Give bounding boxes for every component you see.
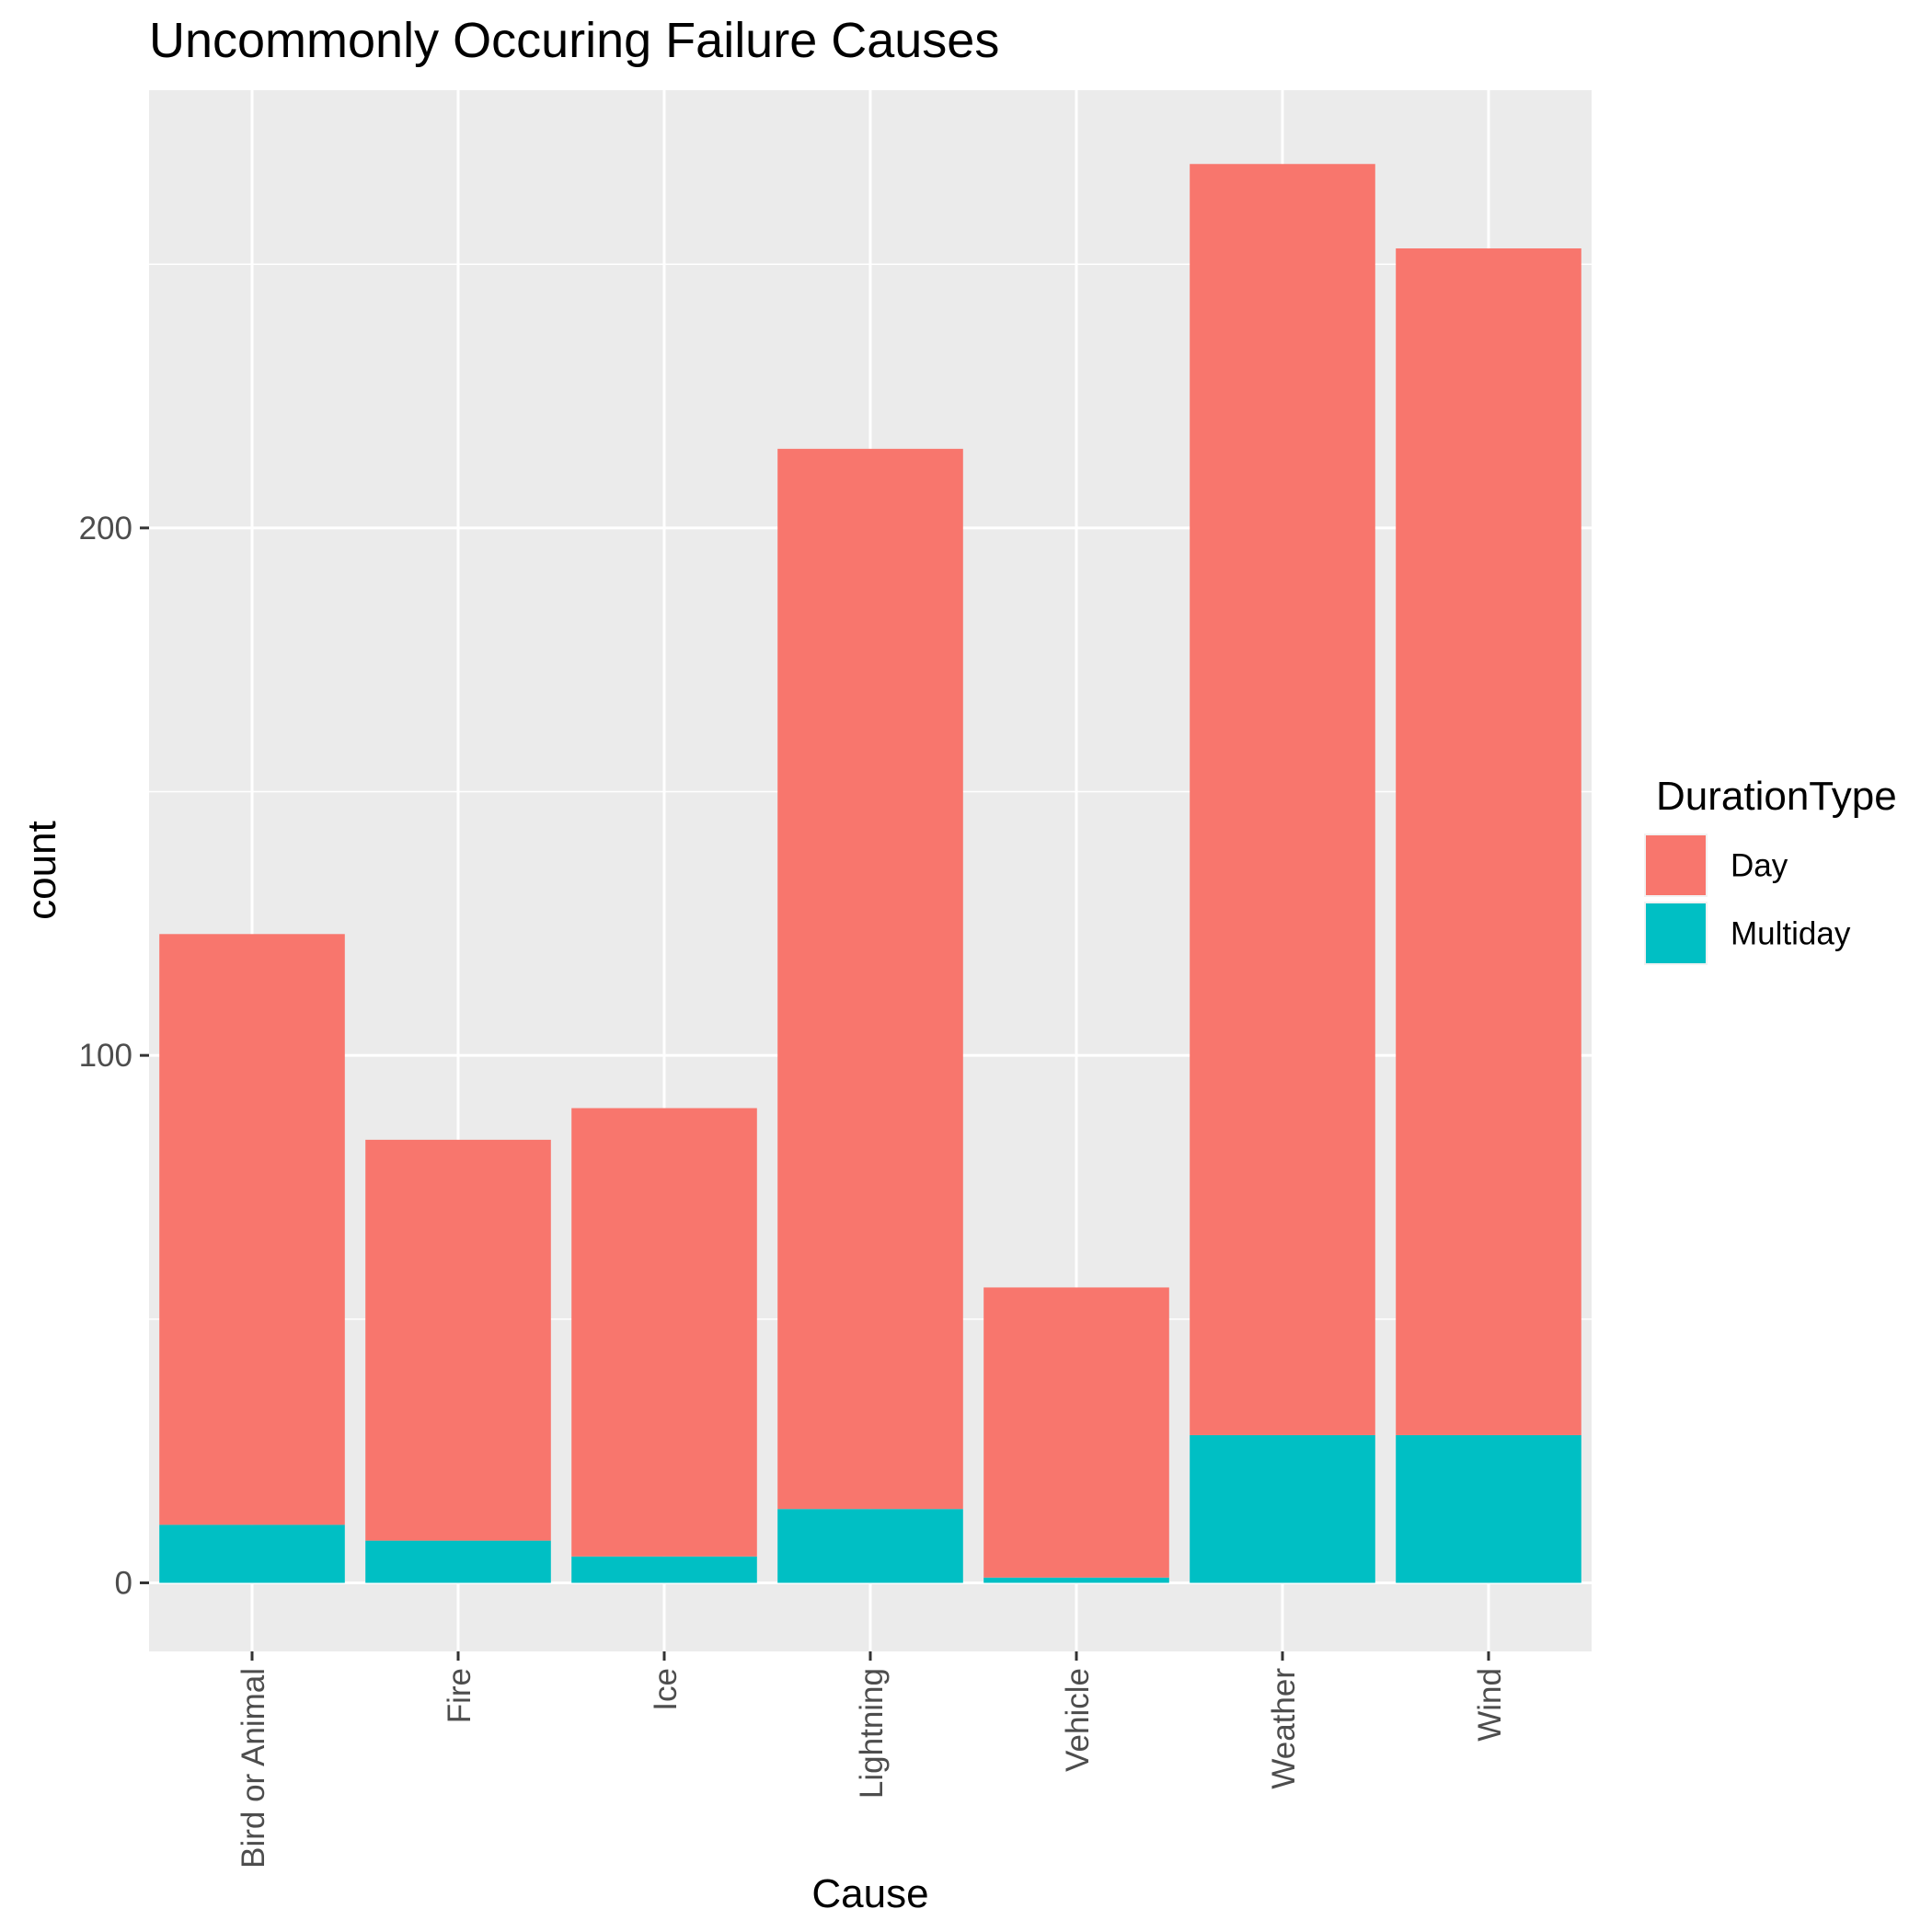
- bar-multiday: [1396, 1434, 1581, 1583]
- legend-label: Multiday: [1731, 916, 1851, 952]
- bar-multiday: [365, 1540, 551, 1583]
- bar-multiday: [159, 1524, 345, 1583]
- bar-day: [365, 1139, 551, 1541]
- bar-day: [983, 1287, 1169, 1578]
- x-tick-label: Lightning: [854, 1668, 890, 1799]
- x-tick-label: Bird or Animal: [236, 1668, 271, 1869]
- bars: [159, 164, 1581, 1583]
- y-tick-label: 0: [115, 1565, 132, 1601]
- x-tick-label: Weather: [1266, 1668, 1302, 1789]
- x-axis-title: Cause: [811, 1871, 928, 1916]
- legend-key-day: [1646, 835, 1706, 895]
- bar-day: [571, 1108, 757, 1557]
- bar-day: [777, 448, 963, 1510]
- chart-title: Uncommonly Occuring Failure Causes: [149, 13, 999, 68]
- bar-multiday: [1190, 1434, 1375, 1583]
- x-axis: Bird or Animal Fire Ice Lightning Vehicle Wea…: [236, 1651, 1508, 1869]
- bar-multiday: [777, 1509, 963, 1583]
- y-axis: 0 100 200: [79, 511, 149, 1601]
- legend-title: DurationType: [1656, 774, 1897, 819]
- x-tick-label: Wind: [1472, 1668, 1508, 1742]
- legend: DurationType Day Multiday: [1644, 774, 1897, 965]
- x-tick-label: Vehicle: [1060, 1668, 1096, 1772]
- y-tick-label: 100: [79, 1038, 132, 1074]
- x-tick-label: Ice: [648, 1668, 684, 1711]
- legend-label: Day: [1731, 848, 1788, 884]
- legend-key-multiday: [1646, 903, 1706, 963]
- bar-multiday: [983, 1577, 1169, 1583]
- y-tick-label: 200: [79, 511, 132, 546]
- x-tick-label: Fire: [442, 1668, 477, 1723]
- bar-day: [1190, 164, 1375, 1435]
- bar-day: [1396, 247, 1581, 1435]
- bar-multiday: [571, 1556, 757, 1583]
- y-axis-title: count: [19, 821, 64, 920]
- bar-day: [159, 934, 345, 1525]
